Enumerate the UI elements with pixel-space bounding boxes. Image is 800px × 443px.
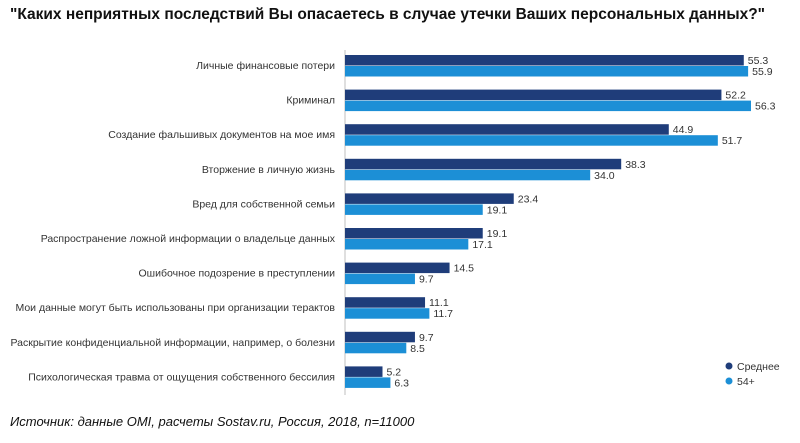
value-label: 14.5	[454, 263, 475, 275]
value-label: 11.1	[429, 297, 449, 309]
legend-label: 54+	[737, 376, 755, 388]
bar-54plus	[345, 308, 430, 319]
category-label: Вред для собственной семьи	[192, 198, 335, 210]
bar-54plus	[345, 135, 718, 146]
category-label: Раскрытие конфиденциальной информации, н…	[11, 337, 336, 349]
bar-average	[345, 262, 450, 274]
chart-title: "Каких неприятных последствий Вы опасает…	[10, 6, 766, 23]
legend-marker	[725, 362, 733, 370]
bar-average	[345, 89, 722, 101]
value-label: 55.9	[752, 66, 773, 78]
bar-54plus	[345, 204, 483, 215]
source-note: Источник: данные OMI, расчеты Sostav.ru,…	[10, 414, 415, 429]
value-label: 19.1	[487, 204, 508, 216]
value-label: 51.7	[722, 135, 743, 147]
value-label: 38.3	[625, 159, 646, 171]
category-label: Ошибочное подозрение в преступлении	[139, 268, 336, 280]
category-label: Создание фальшивых документов на мое имя	[108, 129, 335, 141]
bar-average	[345, 55, 744, 66]
category-label: Психологическая травма от ощущения собст…	[28, 371, 335, 383]
bar-average	[345, 331, 415, 343]
bar-average	[345, 158, 622, 170]
bar-average	[345, 297, 426, 308]
value-label: 9.7	[419, 332, 434, 344]
bar-54plus	[345, 377, 391, 388]
value-label: 56.3	[755, 101, 776, 113]
category-label: Личные финансовые потери	[196, 60, 335, 72]
bar-average	[345, 193, 514, 204]
value-label: 8.5	[410, 343, 425, 355]
value-label: 11.7	[433, 308, 453, 320]
category-label: Мои данные могут быть использованы при о…	[15, 302, 335, 314]
value-label: 6.3	[394, 377, 409, 389]
bar-54plus	[345, 169, 591, 181]
value-label: 19.1	[487, 228, 508, 240]
value-label: 44.9	[673, 124, 694, 136]
bar-average	[345, 228, 483, 239]
bar-average	[345, 124, 669, 135]
legend-label: Среднее	[737, 361, 780, 373]
value-label: 17.1	[472, 239, 493, 251]
category-label: Криминал	[286, 95, 335, 107]
bar-54plus	[345, 100, 751, 112]
value-label: 23.4	[518, 193, 539, 205]
bar-54plus	[345, 239, 469, 250]
bar-average	[345, 366, 383, 377]
legend-marker	[725, 377, 733, 385]
bar-54plus	[345, 66, 749, 77]
value-label: 52.2	[725, 90, 746, 102]
value-label: 5.2	[386, 366, 401, 378]
value-label: 34.0	[594, 170, 615, 182]
value-label: 9.7	[419, 274, 434, 286]
category-label: Распространение ложной информации о влад…	[41, 233, 336, 245]
category-label: Вторжение в личную жизнь	[202, 164, 336, 176]
bar-54plus	[345, 342, 407, 354]
value-label: 55.3	[748, 55, 769, 67]
bar-54plus	[345, 273, 415, 285]
